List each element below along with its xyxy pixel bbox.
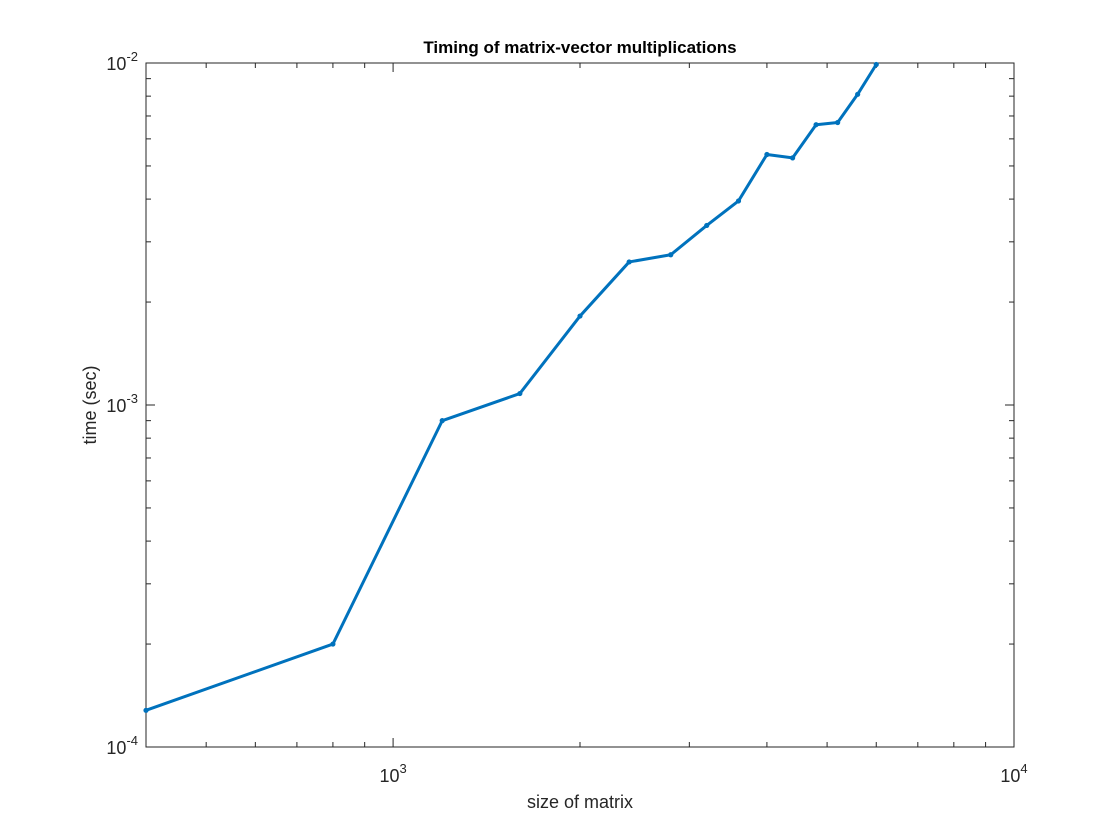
x-axis-label: size of matrix bbox=[527, 792, 633, 812]
axis-tick-labels: 103 104 10-4 10-3 10-2 bbox=[106, 49, 1027, 786]
data-point bbox=[517, 390, 523, 397]
data-point bbox=[855, 91, 861, 97]
y-tick-label: 10-4 bbox=[106, 733, 138, 758]
data-point bbox=[704, 222, 710, 229]
x-tick-label: 103 bbox=[379, 761, 406, 786]
data-point bbox=[735, 198, 742, 204]
data-point bbox=[439, 418, 445, 424]
data-point bbox=[626, 259, 632, 265]
x-tick-label: 104 bbox=[1000, 761, 1027, 786]
data-point bbox=[143, 707, 149, 713]
series-layer bbox=[143, 61, 879, 713]
chart-title: Timing of matrix-vector multiplications bbox=[423, 38, 736, 57]
data-point bbox=[330, 641, 336, 647]
data-point bbox=[668, 252, 674, 258]
axis-ticks bbox=[145, 62, 1015, 748]
data-point bbox=[577, 313, 583, 319]
plot-area bbox=[145, 62, 1015, 748]
data-point bbox=[764, 151, 770, 158]
y-tick-label: 10-3 bbox=[106, 391, 138, 416]
y-tick-label: 10-2 bbox=[106, 49, 138, 74]
data-point bbox=[790, 155, 796, 161]
data-point bbox=[813, 122, 819, 128]
data-point bbox=[873, 61, 879, 68]
y-axis-label: time (sec) bbox=[80, 365, 100, 444]
data-point bbox=[835, 119, 841, 126]
